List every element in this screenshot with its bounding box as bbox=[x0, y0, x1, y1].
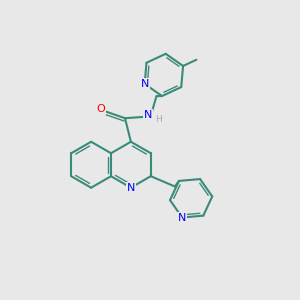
Text: N: N bbox=[140, 79, 149, 89]
Text: N: N bbox=[127, 183, 135, 193]
Text: N: N bbox=[143, 110, 152, 120]
Text: H: H bbox=[155, 115, 162, 124]
Text: N: N bbox=[178, 212, 186, 223]
Text: O: O bbox=[97, 104, 105, 114]
